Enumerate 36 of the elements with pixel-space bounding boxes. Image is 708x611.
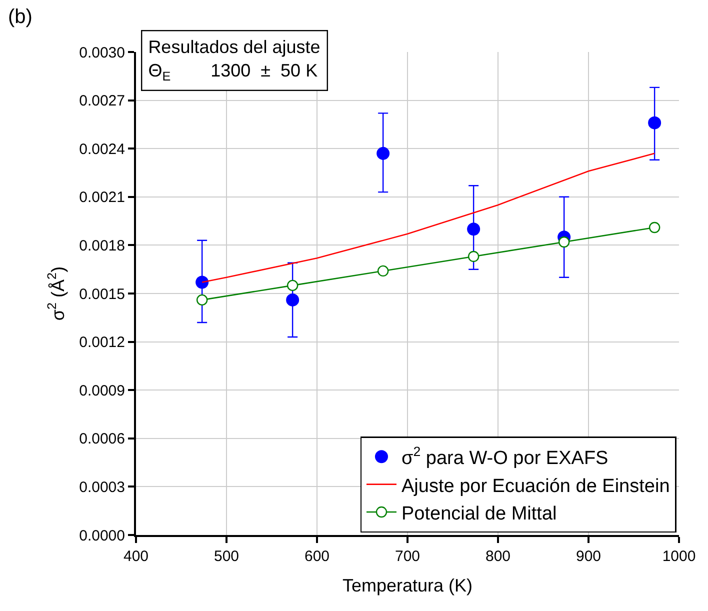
y-tick-label: 0.0021	[79, 189, 125, 206]
point	[286, 280, 298, 292]
x-tick-label: 1000	[662, 548, 696, 565]
y-tick-label: 0.0009	[79, 382, 125, 400]
x-tick-label: 800	[485, 548, 511, 565]
y-tick-label: 0.0006	[79, 430, 125, 448]
y-tick-label: 0.0015	[79, 286, 125, 303]
point	[467, 222, 480, 236]
x-tick-label: 900	[576, 548, 602, 565]
x-tick-label: 600	[304, 548, 330, 565]
point	[648, 116, 662, 130]
legend-label: Ajuste por Ecuación de Einstein	[401, 476, 670, 497]
point	[377, 265, 389, 277]
legend-label: σ$^{2}$ para W-O por EXAFS	[401, 444, 608, 470]
point	[558, 236, 570, 248]
x-tick-label: 700	[394, 548, 420, 565]
point	[376, 146, 390, 160]
point	[196, 276, 209, 289]
point	[648, 222, 660, 234]
y-tick-label: 0.0003	[79, 478, 125, 496]
text: Θ$_{E}$ 1300 ± 50 K	[148, 60, 318, 84]
y-tick-label: 0.0012	[79, 334, 125, 352]
x-axis-title: Temperatura (K)	[342, 576, 473, 596]
x-tick-label: 500	[214, 548, 240, 565]
x-tick-label: 400	[123, 548, 149, 565]
point	[468, 250, 480, 262]
y-tick-label: 0.0027	[79, 92, 125, 110]
y-tick-label: 0.0024	[79, 140, 125, 158]
y-tick-label: 0.0030	[79, 44, 125, 62]
point	[286, 293, 300, 306]
y-tick-label: 0.0000	[79, 527, 125, 544]
legend-label: Potencial de Mittal	[401, 503, 557, 524]
annotation: Resultados del ajuste	[148, 37, 320, 58]
y-tick-label: 0.0018	[79, 237, 125, 254]
point	[196, 294, 208, 306]
text: (b)	[8, 6, 32, 28]
